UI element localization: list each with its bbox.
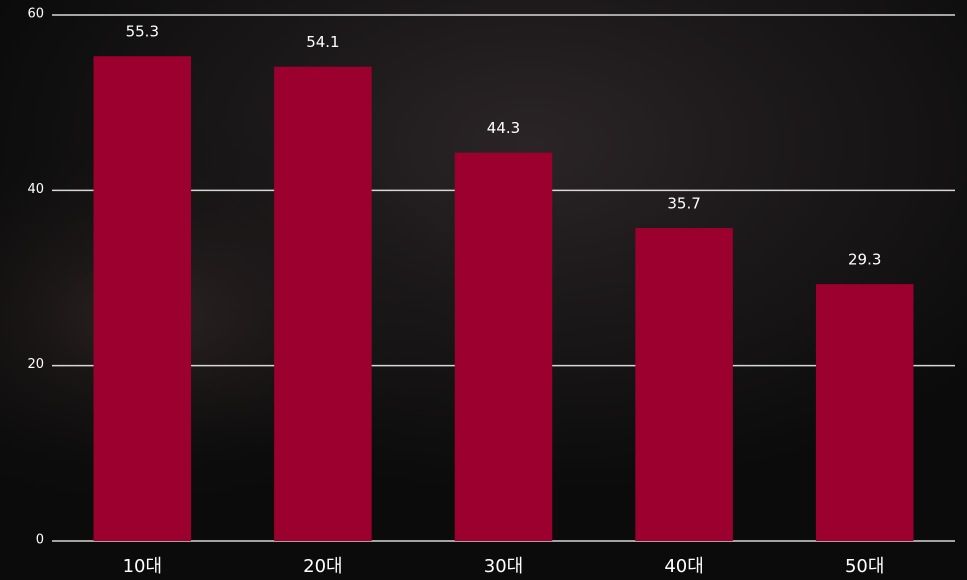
y-tick-label: 60	[27, 7, 44, 22]
x-tick-label: 10대	[123, 556, 162, 577]
x-tick-label: 20대	[303, 556, 342, 577]
value-label: 54.1	[306, 33, 339, 51]
x-tick-label: 30대	[484, 556, 523, 577]
y-tick-label: 20	[27, 357, 44, 372]
value-label: 35.7	[667, 195, 700, 213]
value-label: 29.3	[848, 251, 881, 269]
bar	[635, 228, 733, 541]
x-tick-label: 40대	[664, 556, 703, 577]
y-tick-label: 0	[36, 533, 44, 548]
bar	[815, 284, 914, 541]
y-tick-label: 40	[27, 182, 44, 197]
value-label: 55.3	[126, 23, 159, 41]
bar	[454, 152, 553, 542]
bar	[274, 66, 372, 542]
bar	[93, 56, 192, 541]
value-label: 44.3	[487, 119, 520, 137]
x-tick-label: 50대	[845, 556, 884, 577]
